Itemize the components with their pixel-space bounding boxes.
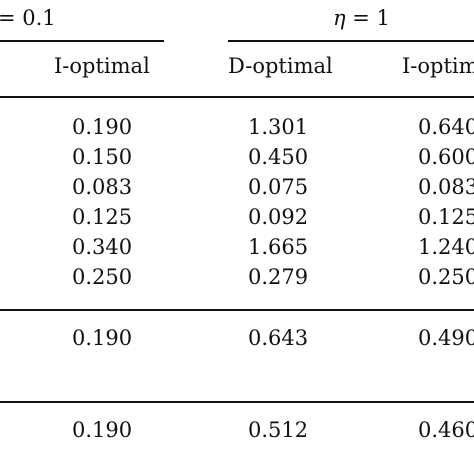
table-cell: 0.190 [72,115,133,139]
table-cell: 0.150 [72,145,133,169]
table-cell: 0.083 [72,175,133,199]
group-underline-right [228,40,474,42]
group-header-left: = 0.1 [0,6,56,30]
group-underline-left [0,40,164,42]
column-header-i-optimal: I-optimal [54,54,150,78]
table-cell: 0.643 [248,326,309,350]
table-cell: 1.665 [248,235,309,259]
table-cell: 0.190 [72,326,133,350]
table-cell: 0.075 [248,175,309,199]
column-header-i-optimal-2: I-optim [402,54,474,78]
eta-symbol: η [333,6,346,30]
table-cell: 0.190 [72,418,133,442]
table-cell: 0.125 [72,205,133,229]
table-cell: 0.490 [418,326,474,350]
table-cell: 0.250 [418,265,474,289]
table-cell: 0.125 [418,205,474,229]
table-cell: 1.301 [248,115,309,139]
group-header-right-value: = 1 [345,6,390,30]
table-cell: 0.640 [418,115,474,139]
table-cell: 0.250 [72,265,133,289]
group-header-right: η = 1 [333,6,390,30]
section-rule-1 [0,309,474,311]
section-rule-2 [0,401,474,403]
table-cell: 0.460 [418,418,474,442]
header-rule [0,96,474,98]
table-cell: 0.340 [72,235,133,259]
table-cell: 1.240 [418,235,474,259]
table-cell: 0.279 [248,265,309,289]
table-cell: 0.083 [418,175,474,199]
column-header-d-optimal: D-optimal [228,54,333,78]
table-cell: 0.600 [418,145,474,169]
table-cell: 0.450 [248,145,309,169]
table-cell: 0.092 [248,205,309,229]
table-cell: 0.512 [248,418,309,442]
